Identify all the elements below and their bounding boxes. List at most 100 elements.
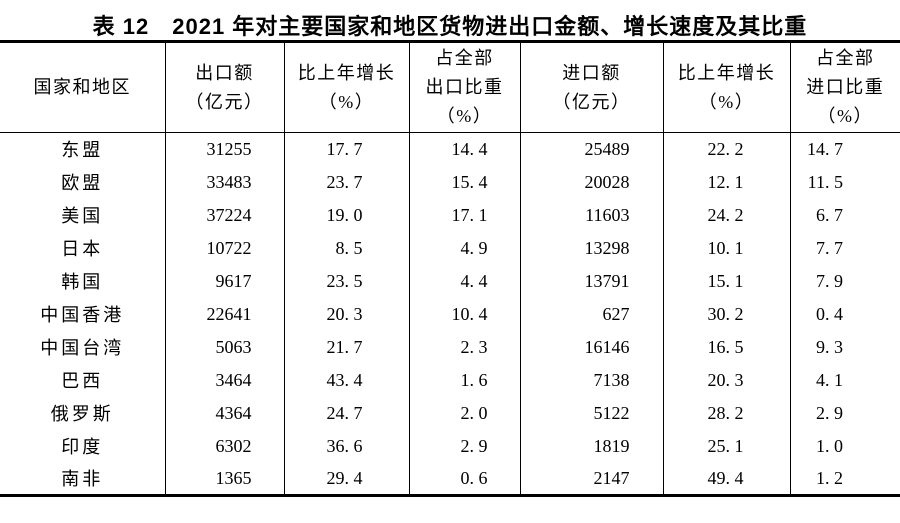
cell-value: 8. 5 xyxy=(283,231,409,265)
cell-value: 6302 xyxy=(164,429,284,463)
header-import-growth: 比上年增长 （%） xyxy=(662,41,790,133)
stats-table: 国家和地区 出口额 （亿元） 比上年增长 （%） 占全部 出口比重 （%） 进口… xyxy=(0,40,900,497)
cell-value: 13298 xyxy=(519,231,663,265)
header-line: 占全部 xyxy=(435,48,494,68)
cell-value: 7138 xyxy=(519,363,663,397)
cell-value: 15. 1 xyxy=(662,264,790,298)
table-row: 巴西 3464 43. 4 1. 6 7138 20. 3 4. 1 xyxy=(0,363,900,397)
cell-value: 17. 7 xyxy=(283,132,409,166)
cell-value: 10. 1 xyxy=(662,231,790,265)
cell-value: 43. 4 xyxy=(283,363,409,397)
cell-value: 12. 1 xyxy=(662,165,790,199)
header-line: 国家和地区 xyxy=(33,77,131,97)
table-row: 美国 37224 19. 0 17. 1 11603 24. 2 6. 7 xyxy=(0,198,900,232)
cell-value: 29. 4 xyxy=(283,462,409,496)
cell-value: 11603 xyxy=(519,198,663,232)
table-title: 表 12 2021 年对主要国家和地区货物进出口金额、增长速度及其比重 xyxy=(92,14,808,39)
cell-value: 2. 0 xyxy=(408,396,520,430)
cell-value: 4364 xyxy=(164,396,284,430)
header-line: 出口比重 xyxy=(425,77,504,97)
cell-value: 2147 xyxy=(519,462,663,496)
region-name: 中国香港 xyxy=(40,305,125,325)
cell-value: 1819 xyxy=(519,429,663,463)
header-line: 进口比重 xyxy=(806,77,885,97)
region-name: 巴西 xyxy=(61,371,104,391)
cell-value: 28. 2 xyxy=(662,396,790,430)
table-row: 东盟 31255 17. 7 14. 4 25489 22. 2 14. 7 xyxy=(0,132,900,166)
region-name: 中国台湾 xyxy=(40,338,125,358)
cell-value: 1. 6 xyxy=(408,363,520,397)
cell-value: 31255 xyxy=(164,132,284,166)
header-line: 出口额 xyxy=(195,62,254,83)
cell-value: 11. 5 xyxy=(789,165,900,199)
cell-value: 20. 3 xyxy=(283,297,409,331)
header-row: 国家和地区 出口额 （亿元） 比上年增长 （%） 占全部 出口比重 （%） 进口… xyxy=(0,41,900,133)
cell-value: 7. 7 xyxy=(789,231,900,265)
cell-value: 2. 3 xyxy=(408,330,520,364)
cell-value: 0. 4 xyxy=(789,297,900,331)
cell-value: 1. 0 xyxy=(789,429,900,463)
header-line: （%） xyxy=(698,91,755,112)
cell-value: 23. 7 xyxy=(283,165,409,199)
header-import-amount: 进口额 （亿元） xyxy=(519,41,663,133)
cell-value: 20. 3 xyxy=(662,363,790,397)
header-line: 占全部 xyxy=(816,48,875,68)
cell-value: 25489 xyxy=(519,132,663,166)
region-name: 南非 xyxy=(61,469,104,490)
cell-value: 2. 9 xyxy=(789,396,900,430)
cell-value: 4. 9 xyxy=(408,231,520,265)
table-header: 国家和地区 出口额 （亿元） 比上年增长 （%） 占全部 出口比重 （%） 进口… xyxy=(0,41,900,133)
table-body: 东盟 31255 17. 7 14. 4 25489 22. 2 14. 7 欧盟 33483 2… xyxy=(0,132,900,496)
cell-value: 5122 xyxy=(519,396,663,430)
header-line: 进口额 xyxy=(562,62,621,83)
header-export-share: 占全部 出口比重 （%） xyxy=(408,41,520,133)
cell-value: 24. 2 xyxy=(662,198,790,232)
cell-value: 49. 4 xyxy=(662,462,790,496)
cell-value: 7. 9 xyxy=(789,264,900,298)
cell-value: 33483 xyxy=(164,165,284,199)
region-name: 韩国 xyxy=(61,272,104,292)
cell-value: 37224 xyxy=(164,198,284,232)
region-name: 美国 xyxy=(61,206,104,226)
cell-value: 23. 5 xyxy=(283,264,409,298)
cell-value: 9. 3 xyxy=(789,330,900,364)
table-row: 中国香港 22641 20. 3 10. 4 627 30. 2 0. 4 xyxy=(0,297,900,331)
header-line: （亿元） xyxy=(552,91,631,112)
cell-value: 5063 xyxy=(164,330,284,364)
cell-value: 1. 2 xyxy=(789,462,900,496)
cell-value: 16146 xyxy=(519,330,663,364)
header-line: （%） xyxy=(817,106,873,126)
cell-value: 627 xyxy=(519,297,663,331)
cell-value: 4. 4 xyxy=(408,264,520,298)
cell-value: 17. 1 xyxy=(408,198,520,232)
cell-value: 16. 5 xyxy=(662,330,790,364)
cell-value: 36. 6 xyxy=(283,429,409,463)
region-name: 日本 xyxy=(61,239,104,259)
cell-value: 19. 0 xyxy=(283,198,409,232)
region-name: 印度 xyxy=(61,437,104,457)
header-line: （%） xyxy=(436,106,493,126)
region-name: 俄罗斯 xyxy=(50,404,114,424)
header-import-share: 占全部 进口比重 （%） xyxy=(789,41,900,133)
header-export-amount: 出口额 （亿元） xyxy=(164,41,284,133)
table-row: 中国台湾 5063 21. 7 2. 3 16146 16. 5 9. 3 xyxy=(0,330,900,364)
cell-value: 30. 2 xyxy=(662,297,790,331)
cell-value: 13791 xyxy=(519,264,663,298)
cell-value: 20028 xyxy=(519,165,663,199)
cell-value: 10. 4 xyxy=(408,297,520,331)
header-export-growth: 比上年增长 （%） xyxy=(283,41,409,133)
cell-value: 25. 1 xyxy=(662,429,790,463)
cell-value: 0. 6 xyxy=(408,462,520,496)
header-line: （%） xyxy=(318,91,375,112)
cell-value: 14. 4 xyxy=(408,132,520,166)
table-row: 日本 10722 8. 5 4. 9 13298 10. 1 7. 7 xyxy=(0,231,900,265)
region-name: 欧盟 xyxy=(61,173,104,193)
cell-value: 22641 xyxy=(164,297,284,331)
cell-value: 2. 9 xyxy=(408,429,520,463)
table-row: 韩国 9617 23. 5 4. 4 13791 15. 1 7. 9 xyxy=(0,264,900,298)
cell-value: 24. 7 xyxy=(283,396,409,430)
cell-value: 3464 xyxy=(164,363,284,397)
table-row: 欧盟 33483 23. 7 15. 4 20028 12. 1 11. 5 xyxy=(0,165,900,199)
table-row: 南非 1365 29. 4 0. 6 2147 49. 4 1. 2 xyxy=(0,462,900,496)
